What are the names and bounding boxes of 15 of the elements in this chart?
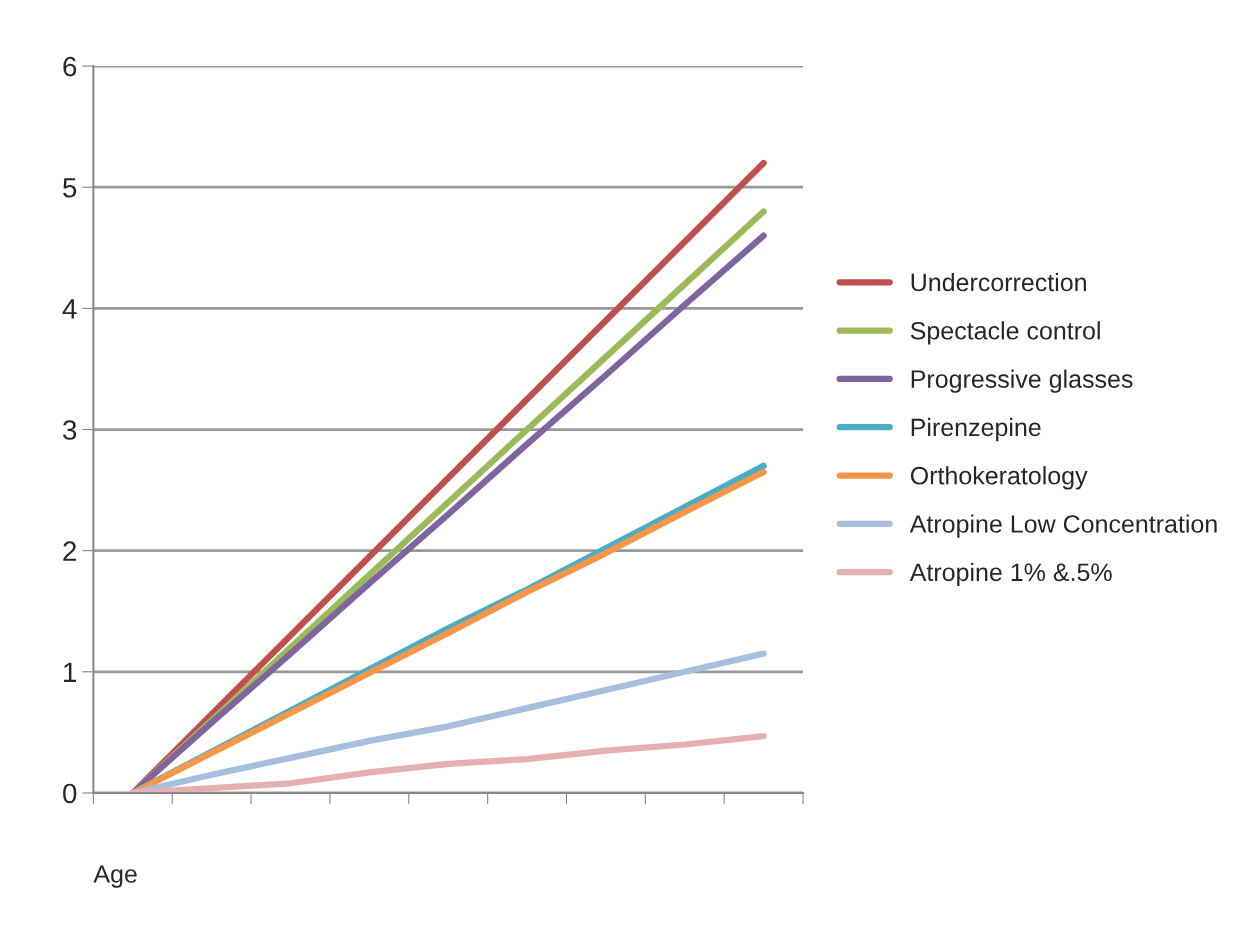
y-tick-label: 3 xyxy=(63,420,77,440)
x-axis-title: Age xyxy=(93,865,137,888)
legend-label: Orthokeratology xyxy=(910,466,1088,490)
y-tick-label: 1 xyxy=(64,662,77,682)
legend-label: Undercorrection xyxy=(911,272,1086,292)
legend-label: Atropine 1% &.5% xyxy=(909,562,1112,587)
y-tick-label: 2 xyxy=(63,541,77,561)
legend-label: Spectacle control xyxy=(910,321,1100,345)
legend-label: Pirenzepine xyxy=(911,417,1041,442)
y-tick-label: 6 xyxy=(63,56,77,77)
y-tick-label: 4 xyxy=(62,299,77,319)
legend-label: Progressive glasses xyxy=(911,369,1133,393)
legend-label: Atropine Low Concentration xyxy=(909,514,1217,538)
y-tick-label: 5 xyxy=(63,178,77,198)
y-tick-label: 0 xyxy=(63,783,77,804)
